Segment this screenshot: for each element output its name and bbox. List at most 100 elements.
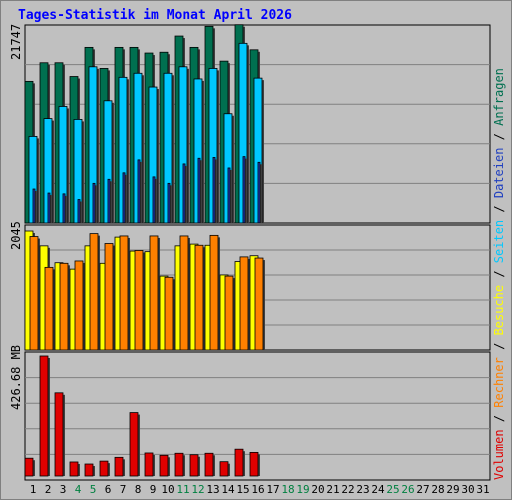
bar-rechner-12 xyxy=(194,244,205,351)
x-label-10: 10 xyxy=(161,483,174,496)
bar-rechner-15 xyxy=(239,256,250,351)
bar-volumen-1-body xyxy=(24,457,34,477)
bar-rechner-1-body xyxy=(29,236,39,351)
bar-rechner-5 xyxy=(89,233,100,351)
bar-volumen-16 xyxy=(249,451,260,477)
bar-rechner-3 xyxy=(59,262,70,351)
bar-volumen-6-body xyxy=(99,460,109,477)
x-label-13: 13 xyxy=(206,483,219,496)
bar-volumen-11 xyxy=(174,452,185,477)
bar-seiten-2-shadow xyxy=(50,195,52,223)
bar-volumen-6 xyxy=(99,460,110,477)
x-label-16: 16 xyxy=(251,483,264,496)
bar-seiten-9-body xyxy=(152,176,156,224)
bar-rechner-10 xyxy=(164,276,175,351)
bars-layer xyxy=(24,24,265,477)
bar-volumen-9-body xyxy=(144,452,154,477)
bar-seiten-3-body xyxy=(62,193,66,224)
chart-title: Tages-Statistik im Monat April 2026 xyxy=(18,8,292,23)
bar-seiten-6-shadow xyxy=(110,181,112,223)
bar-volumen-12-body xyxy=(189,454,199,477)
y-max-label-top: 21747 xyxy=(9,24,23,60)
bar-rechner-5-body xyxy=(89,233,99,351)
bar-volumen-5-body xyxy=(84,463,94,477)
legend-item-9: / xyxy=(492,126,506,148)
bar-rechner-3-body xyxy=(59,262,69,351)
x-label-26: 26 xyxy=(401,483,414,496)
x-label-30: 30 xyxy=(461,483,474,496)
bar-volumen-3 xyxy=(54,392,65,477)
bar-seiten-11-shadow xyxy=(185,165,187,223)
bar-rechner-15-body xyxy=(239,256,249,351)
bar-volumen-5 xyxy=(84,463,95,477)
panel-frame-bottom xyxy=(24,351,491,481)
bar-rechner-16-body xyxy=(254,257,264,351)
bar-seiten-13 xyxy=(212,157,217,224)
x-label-23: 23 xyxy=(356,483,369,496)
bar-rechner-16 xyxy=(254,257,265,351)
bar-rechner-1 xyxy=(29,236,40,351)
bar-seiten-11 xyxy=(182,163,187,224)
bar-rechner-10-body xyxy=(164,276,174,351)
bar-volumen-7-body xyxy=(114,456,124,477)
bar-seiten-8-body xyxy=(137,159,141,224)
bar-seiten-10 xyxy=(167,182,172,224)
x-axis-labels: 1 2 3 4 5 6 7 8 9 10 11 12 13 14 15 16 17 18 19 20 21 22 23 24 2… xyxy=(30,483,490,496)
x-label-28: 28 xyxy=(431,483,444,496)
bar-volumen-2 xyxy=(39,355,50,477)
x-label-21: 21 xyxy=(326,483,339,496)
bar-seiten-14-shadow xyxy=(230,169,232,223)
legend-item-2: Rechner xyxy=(492,357,506,408)
x-label-20: 20 xyxy=(311,483,324,496)
bar-seiten-14-body xyxy=(227,167,231,224)
x-label-18: 18 xyxy=(281,483,294,496)
bar-seiten-4 xyxy=(77,199,82,224)
bar-seiten-13-shadow xyxy=(215,159,217,223)
bar-seiten-6-body xyxy=(107,178,111,224)
x-label-31: 31 xyxy=(476,483,489,496)
bar-seiten-16-body xyxy=(257,161,261,224)
right-legend: Volumen / Rechner / Besuche / Seiten / D… xyxy=(492,68,506,480)
legend-item-3: / xyxy=(492,335,506,357)
bar-rechner-12-body xyxy=(194,244,204,351)
bar-rechner-11 xyxy=(179,235,190,351)
bar-rechner-14 xyxy=(224,275,235,351)
bar-rechner-8-body xyxy=(134,250,144,351)
bar-seiten-9 xyxy=(152,176,157,224)
bar-volumen-4-body xyxy=(69,461,79,477)
x-label-8: 8 xyxy=(135,483,142,496)
bar-seiten-10-body xyxy=(167,182,171,224)
x-label-29: 29 xyxy=(446,483,459,496)
x-label-27: 27 xyxy=(416,483,429,496)
bar-seiten-3 xyxy=(62,193,67,224)
bar-rechner-9-body xyxy=(149,235,159,351)
bar-rechner-11-body xyxy=(179,235,189,351)
bar-seiten-14 xyxy=(227,167,232,224)
legend-item-5: / xyxy=(492,263,506,285)
bar-seiten-12 xyxy=(197,157,202,224)
bar-rechner-13 xyxy=(209,234,220,351)
bar-volumen-14 xyxy=(219,461,230,477)
x-label-24: 24 xyxy=(371,483,385,496)
bar-seiten-12-body xyxy=(197,157,201,224)
y-max-label-bottom: 426.68 MB xyxy=(9,345,23,410)
bar-rechner-4-body xyxy=(74,260,84,351)
x-label-25: 25 xyxy=(386,483,399,496)
bar-seiten-5-shadow xyxy=(95,185,97,223)
legend-item-10: Anfragen xyxy=(492,68,506,126)
bar-seiten-2 xyxy=(47,192,52,224)
bar-volumen-3-body xyxy=(54,392,64,477)
legend-item-8: Dateien xyxy=(492,148,506,199)
y-max-label-middle: 2045 xyxy=(9,221,23,250)
bar-volumen-15 xyxy=(234,448,245,477)
bar-volumen-11-body xyxy=(174,452,184,477)
x-label-3: 3 xyxy=(60,483,67,496)
x-label-22: 22 xyxy=(341,483,354,496)
legend-item-4: Besuche xyxy=(492,285,506,336)
legend-item-6: Seiten xyxy=(492,220,506,263)
bar-seiten-3-shadow xyxy=(65,195,67,223)
x-label-19: 19 xyxy=(296,483,309,496)
legend-item-1: / xyxy=(492,408,506,430)
bar-seiten-15 xyxy=(242,156,247,224)
x-label-2: 2 xyxy=(45,483,52,496)
